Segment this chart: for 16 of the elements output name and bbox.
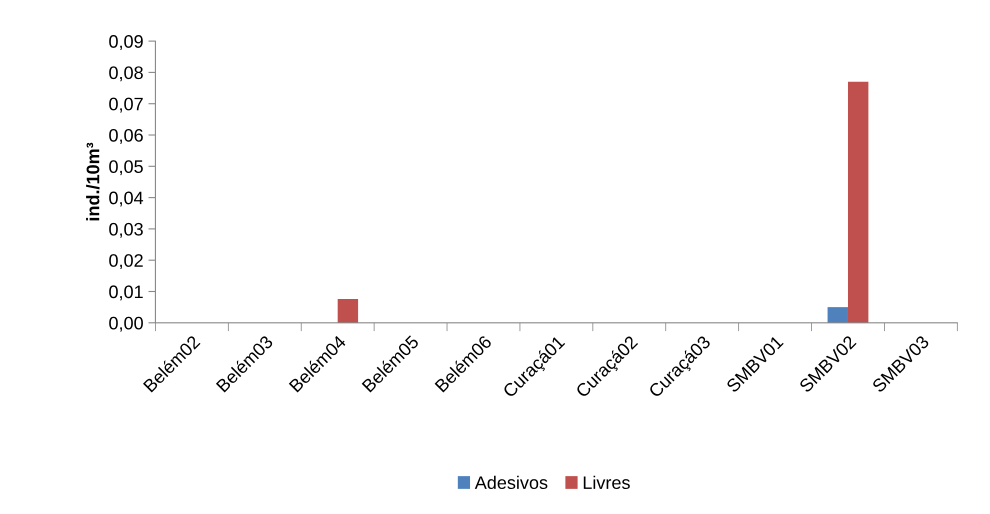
bar <box>338 299 358 323</box>
y-tick-label: 0,08 <box>109 66 143 82</box>
y-tick-label: 0,05 <box>109 160 143 176</box>
bar <box>828 307 848 323</box>
y-tick-label: 0,00 <box>109 316 143 332</box>
y-tick-label: 0,09 <box>109 35 143 50</box>
y-tick-label: 0,04 <box>109 192 144 206</box>
y-tick-label: 0,07 <box>109 98 143 113</box>
bar <box>848 82 868 323</box>
legend-label: Adesivos <box>474 476 548 490</box>
y-tick-label: 0,03 <box>109 222 143 238</box>
y-tick-label: 0,02 <box>109 254 143 270</box>
y-tick-label: 0,06 <box>109 128 143 144</box>
legend-label: Livres <box>584 476 630 490</box>
y-tick-label: 0,01 <box>109 285 143 300</box>
y-axis-title: ind./10m³ <box>86 142 100 220</box>
